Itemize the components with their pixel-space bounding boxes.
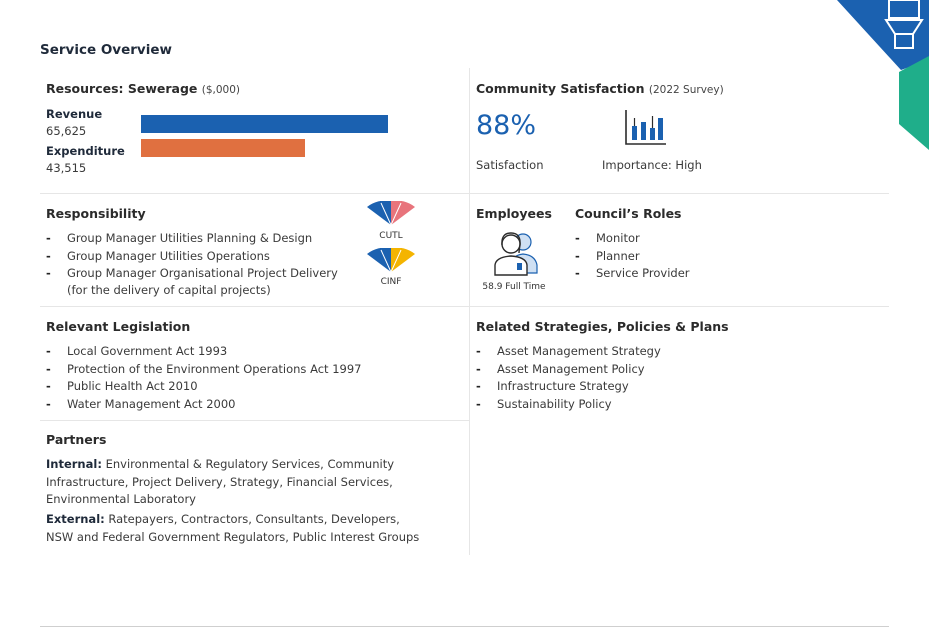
bar-chart-icon (625, 110, 666, 145)
footer-divider (40, 626, 889, 627)
employees-heading: Employees (476, 206, 552, 221)
roles-list: Monitor Planner Service Provider (575, 230, 690, 283)
responsibility-list: Group Manager Utilities Planning & Desig… (46, 230, 338, 283)
row-divider-2 (40, 306, 889, 307)
cutl-label: CUTL (379, 231, 403, 241)
list-item: Asset Management Strategy (476, 343, 661, 361)
internal-label: Internal: (46, 457, 102, 471)
list-item: Water Management Act 2000 (46, 396, 362, 414)
internal-text-2: Infrastructure, Project Delivery, Strate… (46, 474, 393, 489)
external-text-1: Ratepayers, Contractors, Consultants, De… (108, 512, 400, 526)
list-item: Protection of the Environment Operations… (46, 361, 362, 379)
list-item: Group Manager Utilities Operations (46, 248, 338, 266)
list-item: Asset Management Policy (476, 361, 661, 379)
cinf-label: CINF (380, 277, 402, 287)
community-note: (2022 Survey) (648, 84, 724, 96)
list-item: Service Provider (575, 265, 690, 283)
cutl-fan-icon (367, 201, 415, 226)
revenue-bar (141, 115, 388, 133)
row-divider-1 (40, 193, 889, 194)
legislation-heading: Relevant Legislation (46, 319, 191, 334)
employee-icon (494, 232, 538, 276)
importance-label: Importance: High (602, 158, 702, 172)
revenue-label: Revenue (46, 107, 103, 121)
cinf-fan-icon (367, 248, 415, 273)
internal-text-3: Environmental Laboratory (46, 492, 196, 506)
partners-external: External: Ratepayers, Contractors, Consu… (46, 511, 466, 546)
row-divider-3 (40, 420, 469, 421)
expenditure-label: Expenditure (46, 144, 125, 158)
satisfaction-value: 88% (476, 110, 537, 141)
partners-heading: Partners (46, 432, 107, 447)
list-item: Group Manager Organisational Project Del… (46, 265, 338, 283)
resources-unit: ($,000) (201, 84, 241, 96)
expenditure-value: 43,515 (46, 161, 87, 175)
corner-decoration (837, 0, 929, 150)
list-item: Local Government Act 1993 (46, 343, 362, 361)
page-title: Service Overview (40, 42, 172, 58)
external-label: External: (46, 512, 105, 526)
satisfaction-label: Satisfaction (476, 158, 544, 172)
responsibility-note: (for the delivery of capital projects) (67, 283, 271, 297)
revenue-value: 65,625 (46, 124, 87, 138)
list-item: Planner (575, 248, 690, 266)
internal-text-1: Environmental & Regulatory Services, Com… (105, 457, 395, 471)
employees-value: 58.9 Full Time (482, 282, 546, 292)
external-text-2: NSW and Federal Government Regulators, P… (46, 529, 420, 544)
marker-icon (884, 0, 924, 49)
list-item: Monitor (575, 230, 690, 248)
community-heading: Community Satisfaction (2022 Survey) (476, 81, 724, 96)
roles-heading: Council’s Roles (575, 206, 682, 221)
strategies-heading: Related Strategies, Policies & Plans (476, 319, 729, 334)
resources-heading: Resources: Sewerage ($,000) (46, 81, 241, 96)
legislation-list: Local Government Act 1993 Protection of … (46, 343, 362, 413)
list-item: Group Manager Utilities Planning & Desig… (46, 230, 338, 248)
expenditure-bar (141, 139, 305, 157)
column-divider (469, 68, 470, 555)
list-item: Sustainability Policy (476, 396, 661, 414)
strategies-list: Asset Management Strategy Asset Manageme… (476, 343, 661, 413)
list-item: Public Health Act 2010 (46, 378, 362, 396)
partners-internal: Internal: Environmental & Regulatory Ser… (46, 456, 466, 509)
list-item: Infrastructure Strategy (476, 378, 661, 396)
responsibility-heading: Responsibility (46, 206, 146, 221)
